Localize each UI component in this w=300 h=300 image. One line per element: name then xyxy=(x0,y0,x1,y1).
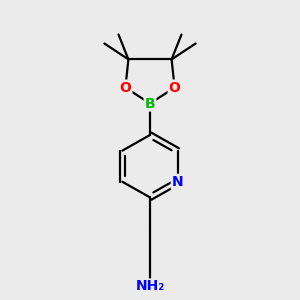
Text: N: N xyxy=(172,175,183,189)
Text: B: B xyxy=(145,97,155,110)
Text: NH₂: NH₂ xyxy=(135,280,165,293)
Text: O: O xyxy=(169,81,181,94)
Text: O: O xyxy=(119,81,131,94)
